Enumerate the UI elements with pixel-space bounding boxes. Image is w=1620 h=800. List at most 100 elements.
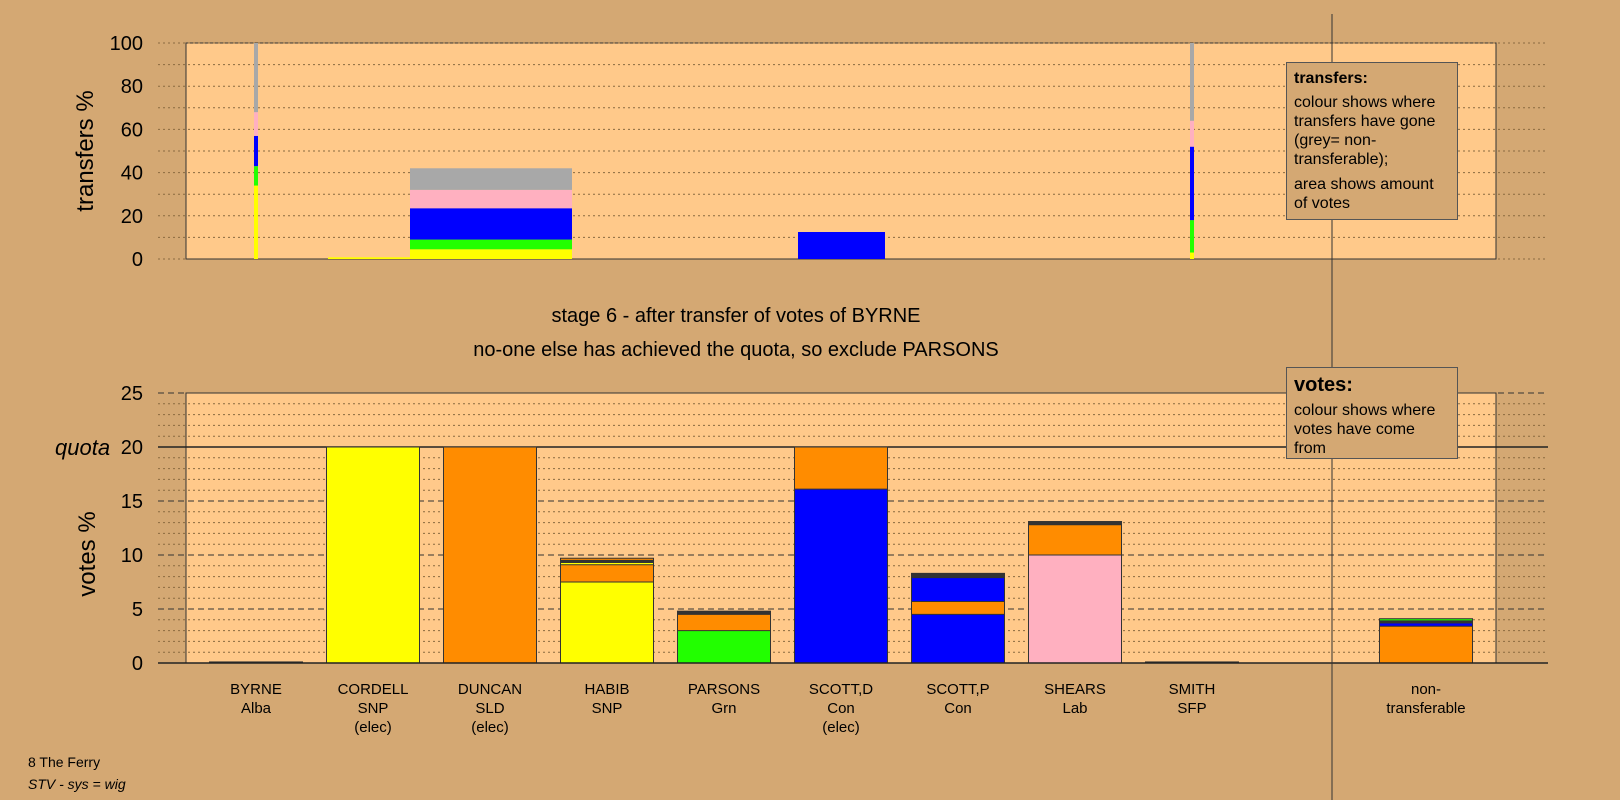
votes-bar-segment bbox=[560, 562, 654, 565]
votes-tick-label: 0 bbox=[132, 653, 143, 675]
votes-bar-segment bbox=[443, 447, 537, 663]
transfers-bar-segment bbox=[410, 249, 572, 259]
candidate-label: HABIB SNP bbox=[547, 680, 667, 718]
candidate-name: DUNCAN bbox=[457, 681, 523, 698]
transfers-bar-segment bbox=[410, 168, 572, 190]
candidate-label: PARSONS Grn bbox=[664, 680, 784, 718]
votes-bar-segment bbox=[560, 582, 654, 663]
votes-bar-segment bbox=[794, 489, 888, 663]
transfers-bar-segment bbox=[1190, 43, 1194, 121]
transfers-bar-segment bbox=[328, 257, 410, 259]
votes-bar-segment bbox=[560, 564, 654, 582]
transfers-tick-label: 20 bbox=[121, 206, 143, 228]
votes-bar-segment bbox=[911, 601, 1005, 615]
votes-tick-label: 5 bbox=[132, 599, 143, 621]
candidate-party: Lab bbox=[1062, 700, 1088, 717]
votes-bar-segment bbox=[560, 560, 654, 563]
footer-ward: 8 The Ferry bbox=[28, 754, 101, 770]
votes-bar-segment bbox=[1379, 620, 1473, 624]
transfers-bar-segment bbox=[1190, 120, 1194, 147]
candidate-name: SCOTT,P bbox=[926, 681, 990, 698]
transfers-bar-segment bbox=[410, 239, 572, 250]
candidate-status: (elec) bbox=[354, 719, 392, 736]
transfers-bar-segment bbox=[254, 166, 258, 186]
candidate-name: SMITH bbox=[1168, 681, 1216, 698]
candidate-name: SCOTT,D bbox=[808, 681, 874, 698]
votes-legend: votes: colour shows where votes have com… bbox=[1286, 367, 1458, 459]
candidate-name: BYRNE bbox=[230, 681, 282, 698]
votes-bar-segment bbox=[911, 577, 1005, 602]
votes-bar-segment bbox=[560, 558, 654, 561]
candidate-label: DUNCAN SLD (elec) bbox=[430, 680, 550, 737]
candidate-party: Con bbox=[827, 700, 855, 717]
candidate-party: Grn bbox=[711, 700, 737, 717]
votes-bar-segment bbox=[1379, 618, 1473, 621]
candidate-label: non-transferable bbox=[1366, 680, 1486, 718]
transfers-bar-segment bbox=[1190, 146, 1194, 221]
transfers-bar-segment bbox=[410, 189, 572, 209]
candidate-label: BYRNE Alba bbox=[196, 680, 316, 718]
votes-bar-segment bbox=[677, 611, 771, 615]
votes-axis-label: votes % bbox=[74, 511, 101, 596]
candidate-label: SCOTT,D Con (elec) bbox=[781, 680, 901, 737]
transfers-legend-area-text: area shows amount of votes bbox=[1294, 176, 1434, 212]
transfers-bar-segment bbox=[798, 232, 885, 259]
votes-bar-segment bbox=[911, 573, 1005, 578]
transfers-tick-label: 40 bbox=[121, 163, 143, 185]
candidate-party: Alba bbox=[240, 700, 272, 717]
votes-legend-title: votes: bbox=[1294, 374, 1353, 396]
votes-bar-segment bbox=[1028, 524, 1122, 555]
votes-tick-label: 20 bbox=[121, 437, 143, 459]
candidate-party: SLD bbox=[475, 700, 505, 717]
footer-system: STV - sys = wig bbox=[28, 776, 126, 792]
votes-bar-segment bbox=[1379, 623, 1473, 627]
candidate-name: PARSONS bbox=[687, 681, 761, 698]
transfers-bar-segment bbox=[254, 112, 258, 136]
votes-bar-segment bbox=[677, 614, 771, 631]
quota-label: quota bbox=[55, 435, 110, 460]
candidate-party: Con bbox=[944, 700, 972, 717]
candidate-name: non- bbox=[1410, 681, 1442, 698]
candidate-party: SNP bbox=[591, 700, 623, 717]
votes-bar-segment bbox=[1028, 555, 1122, 663]
votes-tick-label: 25 bbox=[121, 383, 143, 405]
transfers-bar-segment bbox=[1190, 220, 1194, 253]
candidate-party: transferable bbox=[1386, 700, 1466, 717]
candidate-label: SHEARS Lab bbox=[1015, 680, 1135, 718]
transfers-tick-label: 100 bbox=[110, 33, 143, 55]
stage-headline: stage 6 - after transfer of votes of BYR… bbox=[436, 299, 1036, 367]
transfers-tick-label: 60 bbox=[121, 119, 143, 141]
transfers-tick-label: 0 bbox=[132, 249, 143, 271]
candidate-label: CORDELL SNP (elec) bbox=[313, 680, 433, 737]
transfers-bar-segment bbox=[1190, 252, 1194, 259]
transfers-legend-title: transfers: bbox=[1294, 70, 1368, 87]
stage-decision: no-one else has achieved the quota, so e… bbox=[473, 339, 999, 361]
candidate-name: CORDELL bbox=[337, 681, 409, 698]
votes-tick-label: 10 bbox=[121, 545, 143, 567]
votes-tick-label: 15 bbox=[121, 491, 143, 513]
transfers-bar-segment bbox=[254, 185, 258, 259]
candidate-label: SCOTT,P Con bbox=[898, 680, 1018, 718]
candidate-party: SFP bbox=[1177, 700, 1207, 717]
candidate-status: (elec) bbox=[822, 719, 860, 736]
transfers-axis-label: transfers % bbox=[72, 90, 99, 211]
candidate-name: HABIB bbox=[584, 681, 630, 698]
footer: 8 The Ferry STV - sys = wig bbox=[28, 751, 126, 795]
votes-legend-text: colour shows where votes have come from bbox=[1294, 402, 1436, 457]
candidate-label: SMITH SFP bbox=[1132, 680, 1252, 718]
transfers-bar-segment bbox=[254, 135, 258, 167]
stage-title: stage 6 - after transfer of votes of BYR… bbox=[551, 305, 921, 327]
votes-bar-segment bbox=[794, 447, 888, 490]
votes-bar-segment bbox=[911, 614, 1005, 663]
votes-bar-segment bbox=[677, 630, 771, 663]
candidate-name: SHEARS bbox=[1044, 681, 1106, 698]
votes-bar-segment bbox=[1379, 626, 1473, 663]
votes-bar-segment bbox=[326, 447, 420, 663]
transfers-legend-colour-text: colour shows where transfers have gone (… bbox=[1294, 94, 1436, 168]
candidate-status: (elec) bbox=[471, 719, 509, 736]
transfers-bar-segment bbox=[410, 208, 572, 240]
transfers-legend: transfers: colour shows where transfers … bbox=[1286, 62, 1458, 220]
transfers-bar-segment bbox=[254, 43, 258, 113]
transfers-tick-label: 80 bbox=[121, 76, 143, 98]
